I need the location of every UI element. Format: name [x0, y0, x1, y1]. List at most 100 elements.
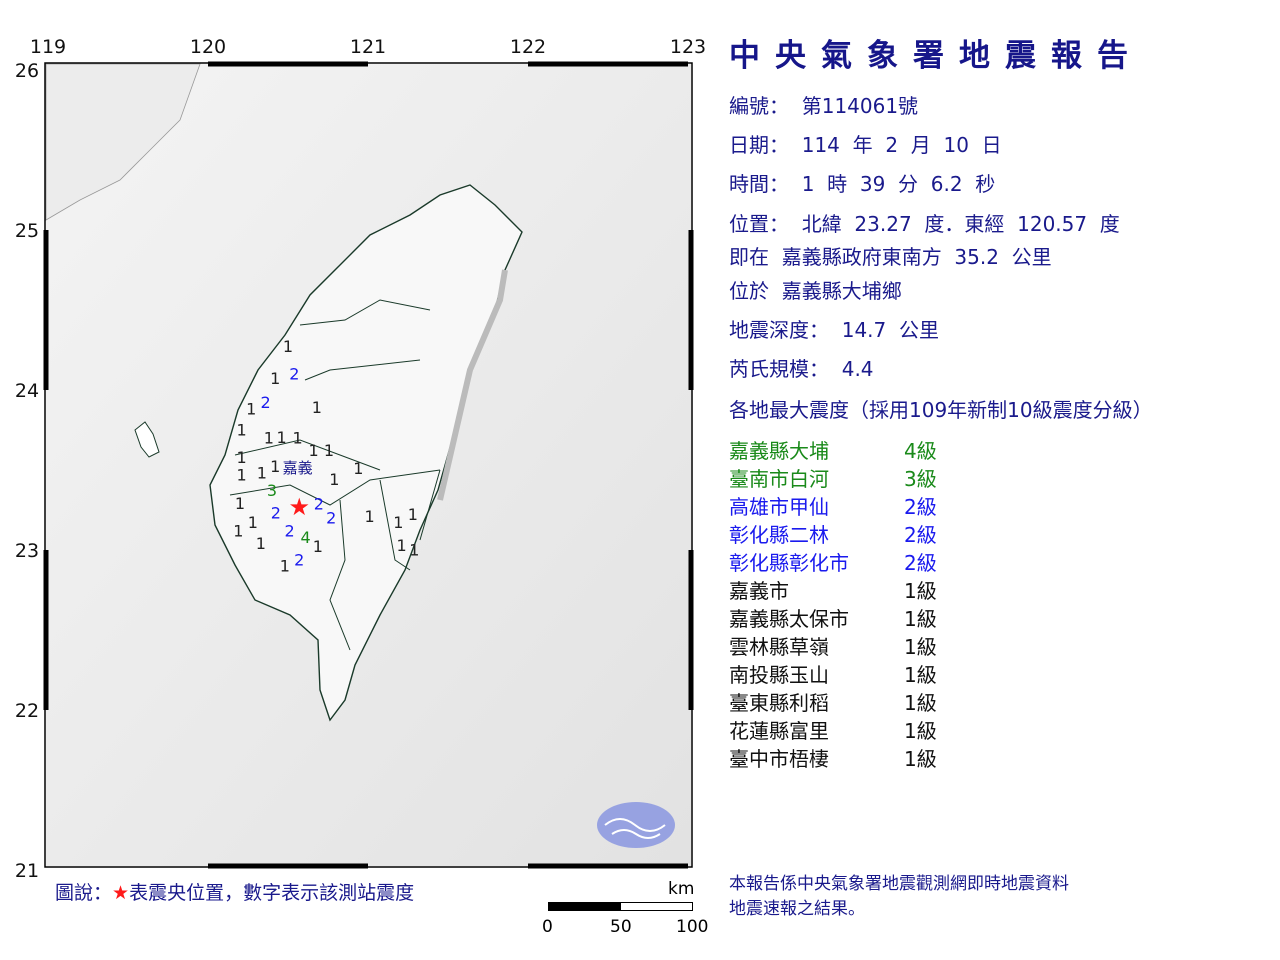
station-intensity: 1	[237, 448, 247, 467]
footer-note-line: 地震速報之結果。	[729, 899, 865, 919]
report-date: 日期： 114 年 2 月 10 日	[729, 133, 1002, 157]
intensity-row: 彰化縣彰化市 2級	[729, 547, 937, 576]
station-intensity: 1	[237, 465, 247, 484]
intensity-level: 4級	[904, 439, 937, 463]
station-intensity: 1	[309, 441, 319, 460]
star-icon: ★	[112, 882, 130, 904]
station-intensity: 1	[397, 536, 407, 555]
station-intensity: 2	[326, 508, 336, 527]
intensity-place: 南投縣玉山	[729, 663, 829, 687]
report-depth: 地震深度： 14.7 公里	[729, 318, 939, 342]
intensity-heading: 各地最大震度（採用109年新制10級震度分級）	[729, 398, 1153, 422]
scale-bar	[548, 902, 693, 911]
report-number: 編號： 第114061號	[729, 94, 919, 118]
intensity-place: 花蓮縣富里	[729, 719, 829, 743]
intensity-level: 2級	[904, 523, 937, 547]
intensity-level: 1級	[904, 747, 937, 771]
station-intensity: 1	[393, 513, 403, 532]
station-intensity: 1	[283, 337, 293, 356]
station-intensity: 1	[237, 421, 247, 440]
intensity-row: 高雄市甲仙 2級	[729, 491, 937, 520]
report-position: 位置： 北緯 23.27 度．東經 120.57 度	[729, 212, 1120, 236]
station-intensity: 1	[270, 457, 280, 476]
intensity-row: 花蓮縣富里 1級	[729, 715, 937, 744]
station-intensity: 1	[408, 505, 418, 524]
county-borders	[229, 299, 441, 651]
city-label: 嘉義	[283, 459, 313, 477]
station-intensity: 1	[365, 507, 375, 526]
intensity-level: 1級	[904, 663, 937, 687]
station-intensity: 2	[314, 494, 324, 513]
mountain-relief	[437, 269, 508, 501]
intensity-place: 臺中市梧棲	[729, 747, 829, 771]
intensity-row: 嘉義市 1級	[729, 575, 937, 604]
intensity-place: 嘉義縣大埔	[729, 439, 829, 463]
station-intensity: 2	[285, 521, 295, 540]
station-intensity: 1	[256, 534, 266, 553]
intensity-place: 彰化縣二林	[729, 523, 829, 547]
intensity-place: 彰化縣彰化市	[729, 551, 849, 575]
station-intensity: 1	[409, 540, 419, 559]
station-intensity: 2	[294, 550, 304, 569]
lat-tick-label: 26	[15, 60, 39, 82]
intensity-level: 1級	[904, 635, 937, 659]
station-intensity: 1	[329, 470, 339, 489]
intensity-row: 臺東縣利稻 1級	[729, 687, 937, 716]
intensity-place: 嘉義縣太保市	[729, 607, 849, 631]
footer-note: 本報告係中央氣象署地震觀測網即時地震資料 地震速報之結果。	[729, 872, 1069, 922]
station-intensity: 1	[246, 400, 256, 419]
intensity-place: 嘉義市	[729, 579, 789, 603]
station-intensity: 2	[261, 393, 271, 412]
intensity-row: 嘉義縣太保市 1級	[729, 603, 937, 632]
intensity-level: 1級	[904, 691, 937, 715]
lat-tick-label: 22	[15, 700, 39, 722]
scale-label: 50	[610, 917, 632, 937]
map-legend: 圖說：★表震央位置，數字表示該測站震度	[55, 878, 414, 905]
report-relative: 即在 嘉義縣政府東南方 35.2 公里	[729, 245, 1052, 269]
intensity-row: 彰化縣二林 2級	[729, 519, 937, 548]
intensity-level: 1級	[904, 719, 937, 743]
station-intensity: 1	[353, 459, 363, 478]
legend-text: 表震央位置，數字表示該測站震度	[129, 882, 415, 904]
station-intensity: 1	[233, 521, 243, 540]
legend-prefix: 圖說：	[55, 882, 113, 904]
station-intensity: 1	[248, 513, 258, 532]
station-intensity: 3	[267, 481, 277, 500]
intensity-place: 高雄市甲仙	[729, 495, 829, 519]
intensity-level: 2級	[904, 551, 937, 575]
station-intensity: 1	[235, 494, 245, 513]
station-intensity: 1	[264, 428, 274, 447]
epicenter-star-icon: ★	[288, 493, 310, 521]
intensity-level: 3級	[904, 467, 937, 491]
station-intensity: 1	[270, 369, 280, 388]
report-title: 中央氣象署地震報告	[729, 38, 1143, 74]
lon-tick-label: 119	[30, 36, 66, 58]
lon-tick-label: 120	[190, 36, 226, 58]
station-intensity: 1	[313, 537, 323, 556]
scale-label: 100	[676, 917, 709, 937]
station-intensity: 1	[312, 398, 322, 417]
station-intensity: 1	[293, 428, 303, 447]
intensity-level: 2級	[904, 495, 937, 519]
mainland-coast	[45, 63, 201, 221]
lon-tick-label: 123	[670, 36, 706, 58]
penghu-island	[134, 421, 160, 458]
intensity-row: 臺中市梧棲 1級	[729, 743, 937, 772]
intensity-place: 臺南市白河	[729, 467, 829, 491]
intensity-row: 雲林縣草嶺 1級	[729, 631, 937, 660]
station-intensity: 1	[257, 464, 267, 483]
scale-unit: km	[668, 879, 695, 899]
map-frame	[44, 62, 693, 868]
report-located: 位於 嘉義縣大埔鄉	[729, 279, 902, 303]
station-intensity: 1	[277, 428, 287, 447]
footer-note-line: 本報告係中央氣象署地震觀測網即時地震資料	[729, 874, 1069, 894]
report-magnitude: 芮氏規模： 4.4	[729, 357, 874, 381]
station-intensity: 1	[324, 441, 334, 460]
lon-tick-label: 121	[350, 36, 386, 58]
scale-label: 0	[542, 917, 553, 937]
intensity-place: 臺東縣利稻	[729, 691, 829, 715]
intensity-place: 雲林縣草嶺	[729, 635, 829, 659]
report-time: 時間： 1 時 39 分 6.2 秒	[729, 172, 996, 196]
station-intensity: 2	[289, 364, 299, 383]
station-intensity: 2	[271, 504, 281, 523]
